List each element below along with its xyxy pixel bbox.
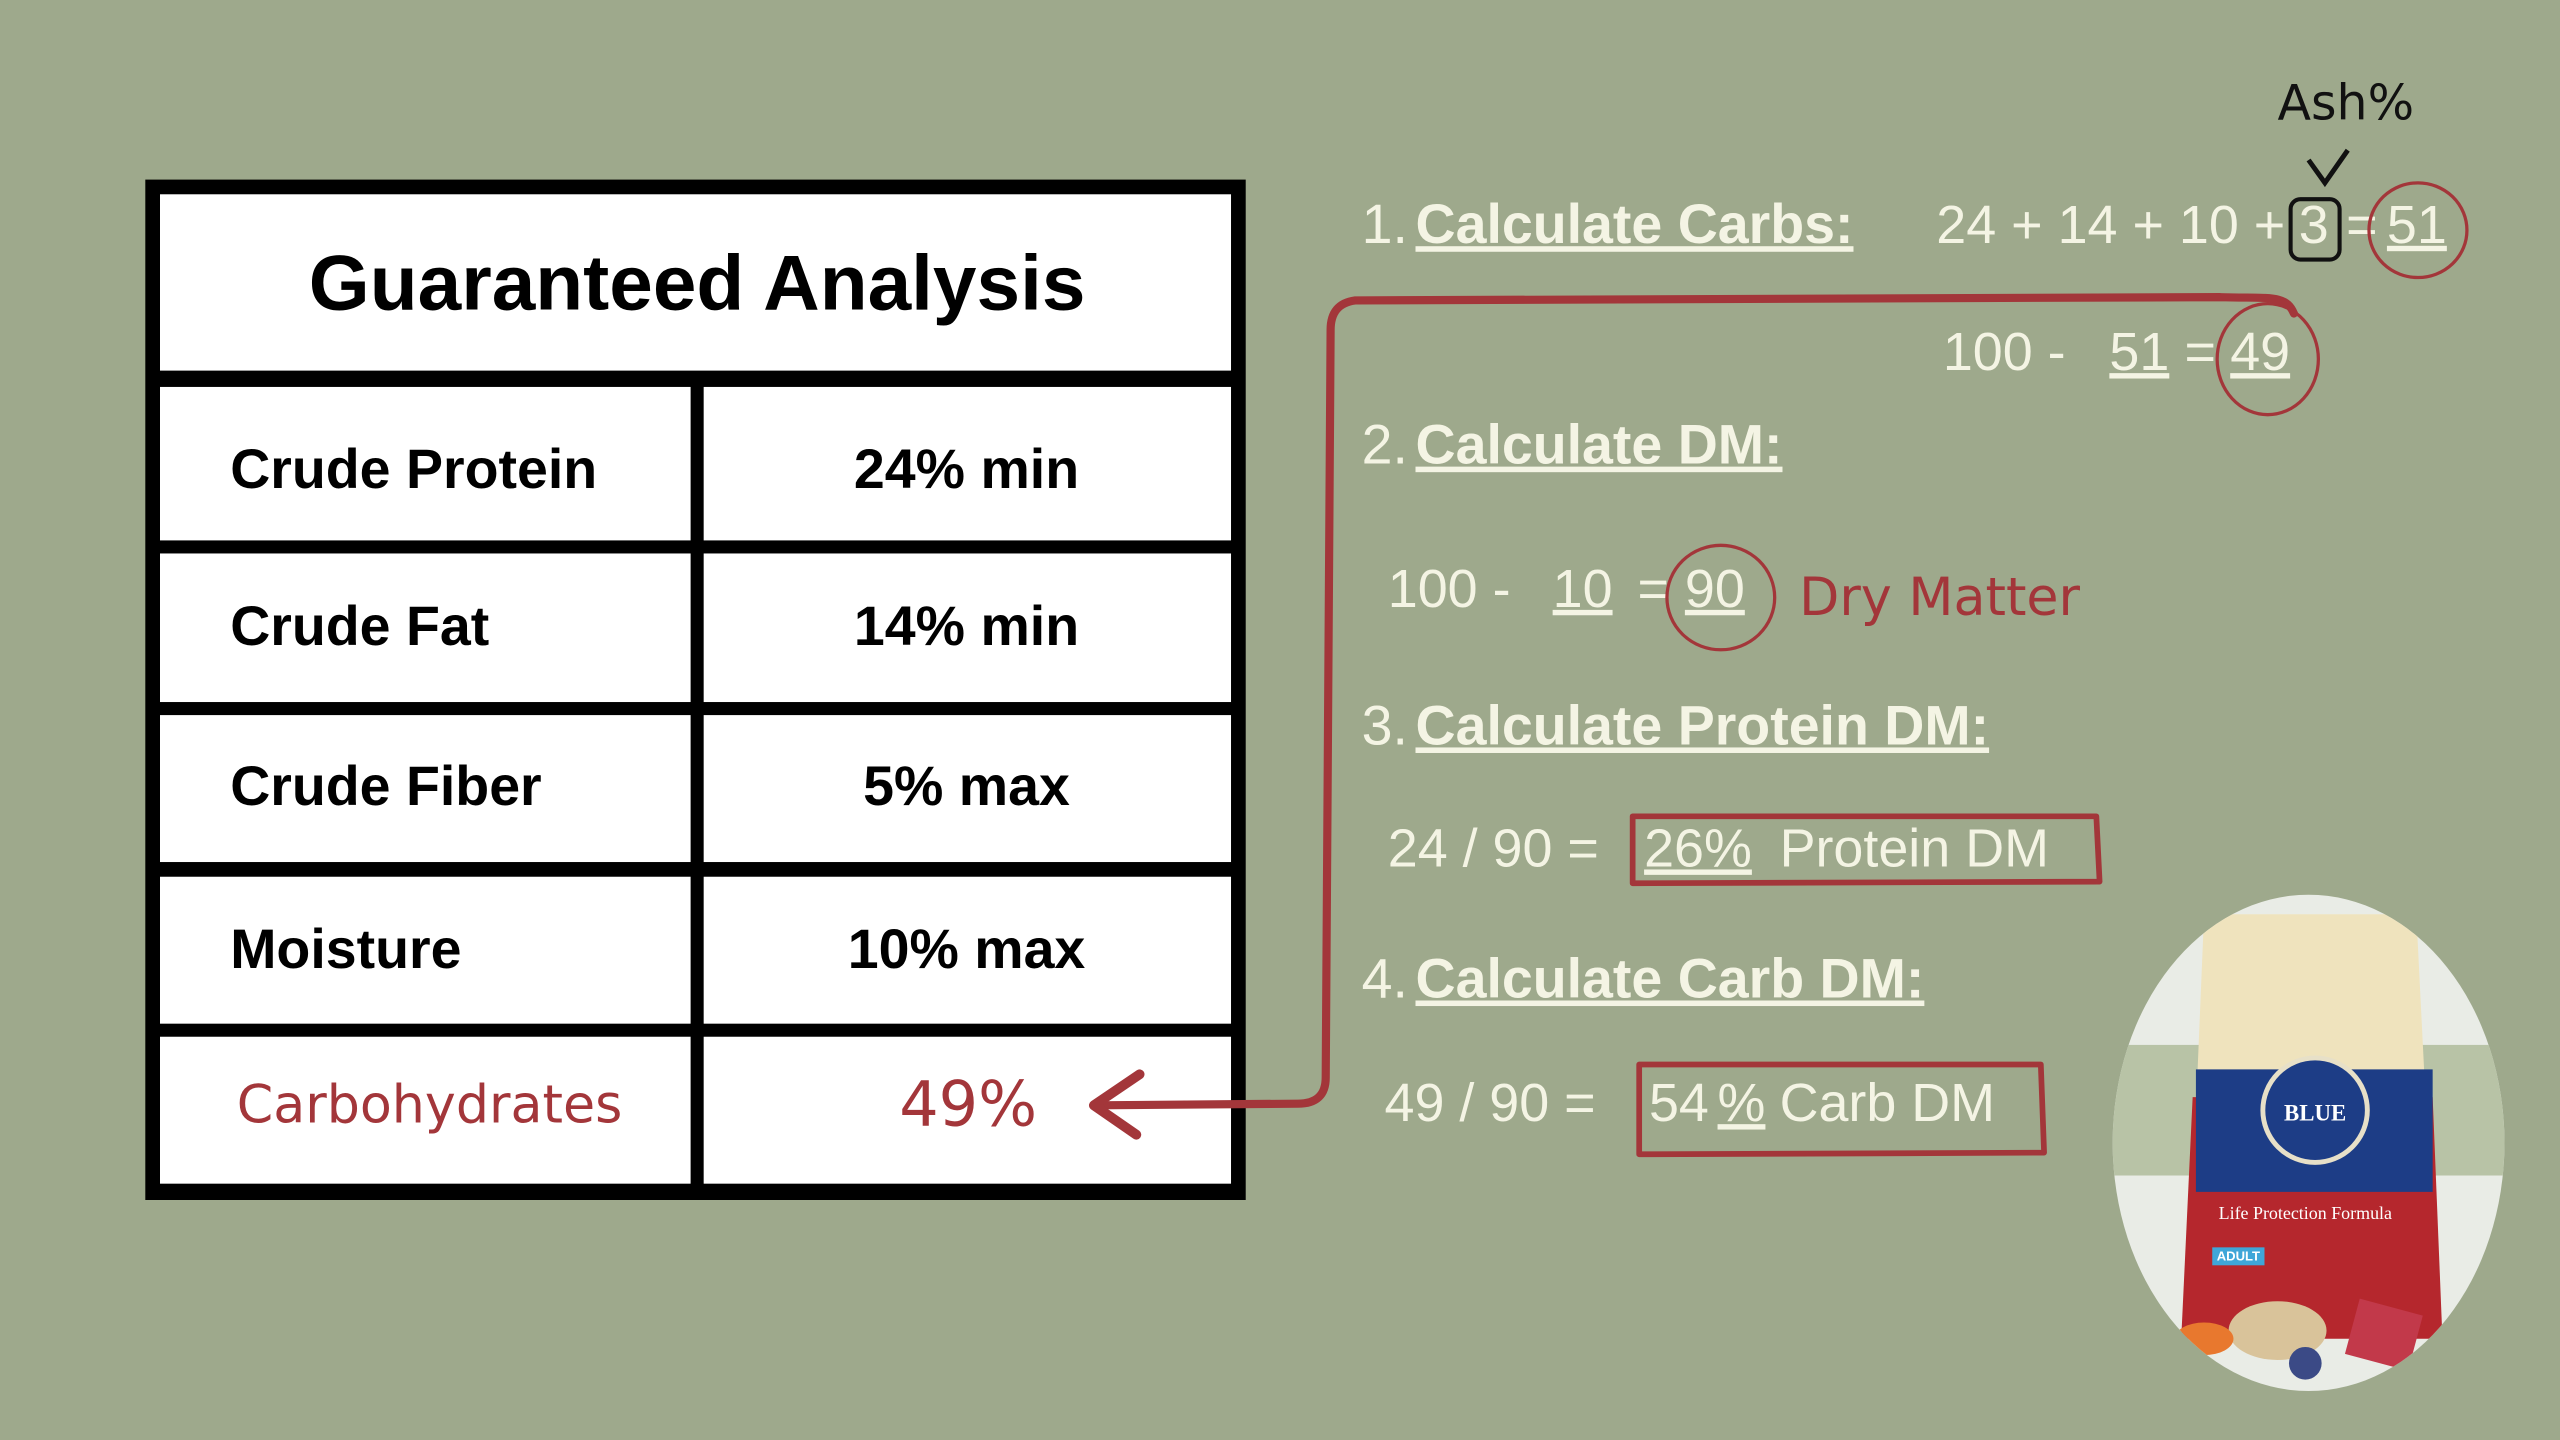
table-title: Guaranteed Analysis	[309, 239, 1086, 327]
annotation: Ash%	[2278, 75, 2415, 132]
cell	[703, 553, 1232, 703]
step-heading: Calculate Protein DM:	[1416, 694, 1990, 756]
row-value: 14% min	[854, 595, 1079, 657]
cell	[703, 386, 1232, 541]
row-value: 10% max	[848, 918, 1086, 980]
variant-tag	[2212, 1247, 2265, 1266]
equation: 100 -	[1388, 559, 1511, 619]
meat	[2344, 1298, 2423, 1371]
brand: BLUE	[2284, 1100, 2346, 1125]
variant: ADULT	[2217, 1249, 2260, 1264]
cell	[703, 876, 1232, 1024]
highlight-box	[1636, 1061, 2047, 1158]
equation: %	[1718, 1073, 1766, 1133]
step-number: 2.	[1362, 414, 1408, 476]
equation: 24 + 14 + 10 +	[1936, 195, 2285, 255]
row-label: Crude Fiber	[230, 755, 541, 817]
highlight-box	[1629, 813, 2103, 887]
cell	[160, 553, 691, 703]
cell	[160, 1036, 691, 1184]
cell	[160, 715, 691, 863]
berry	[2288, 1346, 2322, 1380]
row-value: 24% min	[854, 438, 1079, 500]
step-number: 1.	[1362, 193, 1408, 255]
row-label: Crude Fat	[230, 595, 489, 657]
equation: Carb DM	[1780, 1073, 1995, 1133]
equation: 90	[1685, 559, 1745, 619]
equation: 100 -	[1943, 322, 2066, 382]
cell	[160, 386, 691, 541]
equation: 3	[2299, 195, 2329, 255]
cell	[160, 876, 691, 1024]
circle	[1665, 543, 1777, 652]
arrow	[1093, 293, 2298, 1110]
equation: 54	[1649, 1073, 1709, 1133]
step-heading: Calculate DM:	[1416, 414, 1783, 476]
equation: 49	[2230, 322, 2290, 382]
row-value: 49%	[899, 1068, 1037, 1141]
ash-box	[2288, 197, 2342, 262]
step-heading: Calculate Carbs:	[1416, 193, 1854, 255]
title-cell	[160, 194, 1232, 371]
kibble	[2228, 1301, 2327, 1360]
product-image: BLUE Life Protection Formula ADULT	[2112, 894, 2505, 1392]
equation: 51	[2109, 322, 2169, 382]
row-value: 5% max	[863, 755, 1070, 817]
equation: =	[1638, 559, 1669, 619]
check-mark	[2306, 148, 2350, 188]
step-heading: Calculate Carb DM:	[1416, 948, 1925, 1010]
row-label: Moisture	[230, 918, 461, 980]
handwritten-note: Dry Matter	[1799, 568, 2080, 628]
step-number: 4.	[1362, 948, 1408, 1010]
equation: 49 / 90 =	[1384, 1073, 1595, 1133]
equation: 26%	[1644, 818, 1752, 878]
analysis-table: Guaranteed Analysis Crude Protein 24% mi…	[145, 179, 1246, 1200]
equation: 10	[1553, 559, 1613, 619]
equation: Protein DM	[1780, 818, 2049, 878]
circle	[2367, 181, 2469, 280]
equation: 24 / 90 =	[1388, 818, 1599, 878]
row-label: Carbohydrates	[237, 1076, 623, 1136]
cell	[703, 1036, 1232, 1184]
row-label: Crude Protein	[230, 438, 597, 500]
equation: 51	[2387, 195, 2447, 255]
circle	[2215, 302, 2320, 417]
badge	[2260, 1055, 2370, 1165]
equation: =	[2184, 322, 2215, 382]
step-number: 3.	[1362, 694, 1408, 756]
product-name: Life Protection Formula	[2219, 1203, 2392, 1223]
cell	[703, 715, 1232, 863]
arrow-head	[1088, 1069, 1145, 1140]
